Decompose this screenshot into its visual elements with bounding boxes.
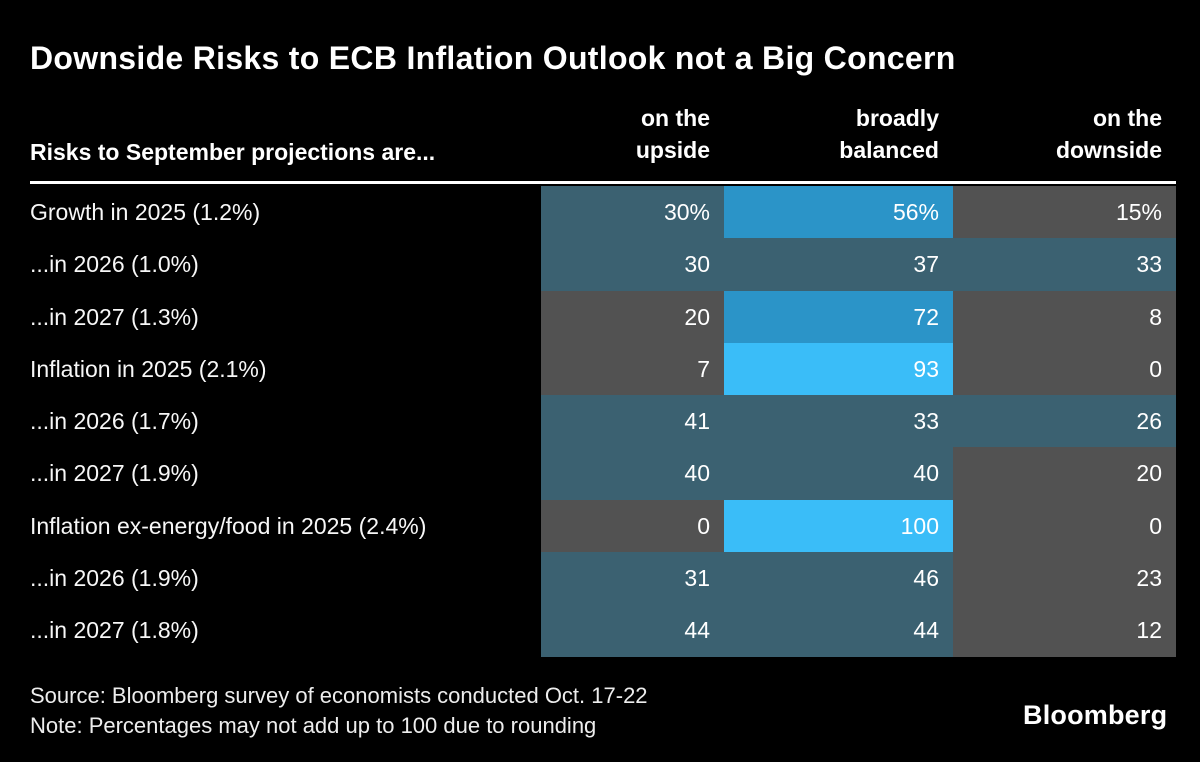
column-header-line: broadly (855, 105, 939, 131)
heatmap-cell: 0 (541, 499, 724, 553)
column-header-downside: on the downside (953, 102, 1176, 168)
table-row: ...in 2027 (1.9%) 40 40 20 (0, 447, 1176, 500)
column-header-line: on the (1093, 105, 1162, 131)
heatmap-cell: 100 (724, 499, 953, 553)
column-header-line: on the (641, 105, 710, 131)
chart-title: Downside Risks to ECB Inflation Outlook … (30, 40, 956, 76)
note-text: Note: Percentages may not add up to 100 … (30, 713, 597, 738)
table-row: ...in 2027 (1.8%) 44 44 12 (0, 604, 1176, 657)
heatmap-cell: 33 (953, 238, 1176, 291)
row-label: ...in 2026 (1.9%) (30, 565, 199, 592)
heatmap-cell: 40 (541, 447, 724, 500)
row-label: ...in 2026 (1.0%) (30, 251, 199, 278)
heatmap-cell: 93 (724, 342, 953, 396)
heatmap-cell: 12 (953, 604, 1176, 657)
heatmap-cell: 8 (953, 290, 1176, 343)
row-label: Growth in 2025 (1.2%) (30, 199, 261, 225)
source-text: Source: Bloomberg survey of economists c… (30, 683, 648, 708)
column-header-line: balanced (839, 137, 939, 163)
header-divider (30, 181, 1176, 184)
table-row: ...in 2027 (1.3%) 20 72 8 (0, 290, 1176, 343)
heatmap-cell: 31 (541, 552, 724, 605)
heatmap-cell: 37 (724, 238, 953, 291)
heatmap-cell: 46 (724, 552, 953, 605)
row-label: Inflation ex-energy/food in 2025 (2.4%) (30, 512, 427, 539)
table-row: ...in 2026 (1.0%) 30 37 33 (0, 238, 1176, 291)
table-row: ...in 2026 (1.9%) 31 46 23 (0, 552, 1176, 605)
heatmap-cell: 15% (953, 186, 1176, 239)
heatmap-cell: 26 (953, 395, 1176, 448)
row-label: ...in 2027 (1.8%) (30, 617, 199, 644)
heatmap-cell: 30 (541, 238, 724, 291)
column-header-upside: on the upside (541, 102, 724, 168)
table-header: Risks to September projections are... on… (0, 100, 1176, 168)
bloomberg-logo: Bloomberg (1023, 700, 1168, 730)
heatmap-cell: 40 (724, 447, 953, 500)
heatmap-cell: 41 (541, 395, 724, 448)
heatmap-cell: 20 (953, 447, 1176, 500)
table-row: ...in 2026 (1.7%) 41 33 26 (0, 395, 1176, 448)
table-row: Inflation in 2025 (2.1%) 7 93 0 (0, 342, 1176, 396)
heatmap-cell: 30% (541, 186, 724, 239)
heatmap-cell: 56% (724, 186, 953, 239)
heatmap-cell: 44 (724, 604, 953, 657)
heatmap-cell: 0 (953, 342, 1176, 396)
heatmap-cell: 33 (724, 395, 953, 448)
heatmap-cell: 7 (541, 342, 724, 396)
row-group-header: Risks to September projections are... (30, 139, 436, 165)
heatmap-grid: Growth in 2025 (1.2%) 30% 56% 15% ...in 2026… (0, 186, 1176, 657)
heatmap-cell: 72 (724, 290, 953, 343)
footer: Source: Bloomberg survey of economists c… (30, 681, 648, 741)
row-label: ...in 2027 (1.9%) (30, 460, 199, 487)
row-label: ...in 2027 (1.3%) (30, 303, 199, 330)
row-label: ...in 2026 (1.7%) (30, 408, 199, 435)
column-header-line: downside (1055, 137, 1162, 163)
heatmap-cell: 23 (953, 552, 1176, 605)
column-header-balanced: broadly balanced (724, 102, 953, 168)
column-header-line: upside (635, 137, 710, 163)
heatmap-cell: 20 (541, 290, 724, 343)
heatmap-cell: 0 (953, 499, 1176, 553)
heatmap-cell: 44 (541, 604, 724, 657)
table-row: Inflation ex-energy/food in 2025 (2.4%) 0… (0, 499, 1176, 553)
table-row: Growth in 2025 (1.2%) 30% 56% 15% (0, 186, 1176, 239)
row-label: Inflation in 2025 (2.1%) (30, 355, 267, 382)
